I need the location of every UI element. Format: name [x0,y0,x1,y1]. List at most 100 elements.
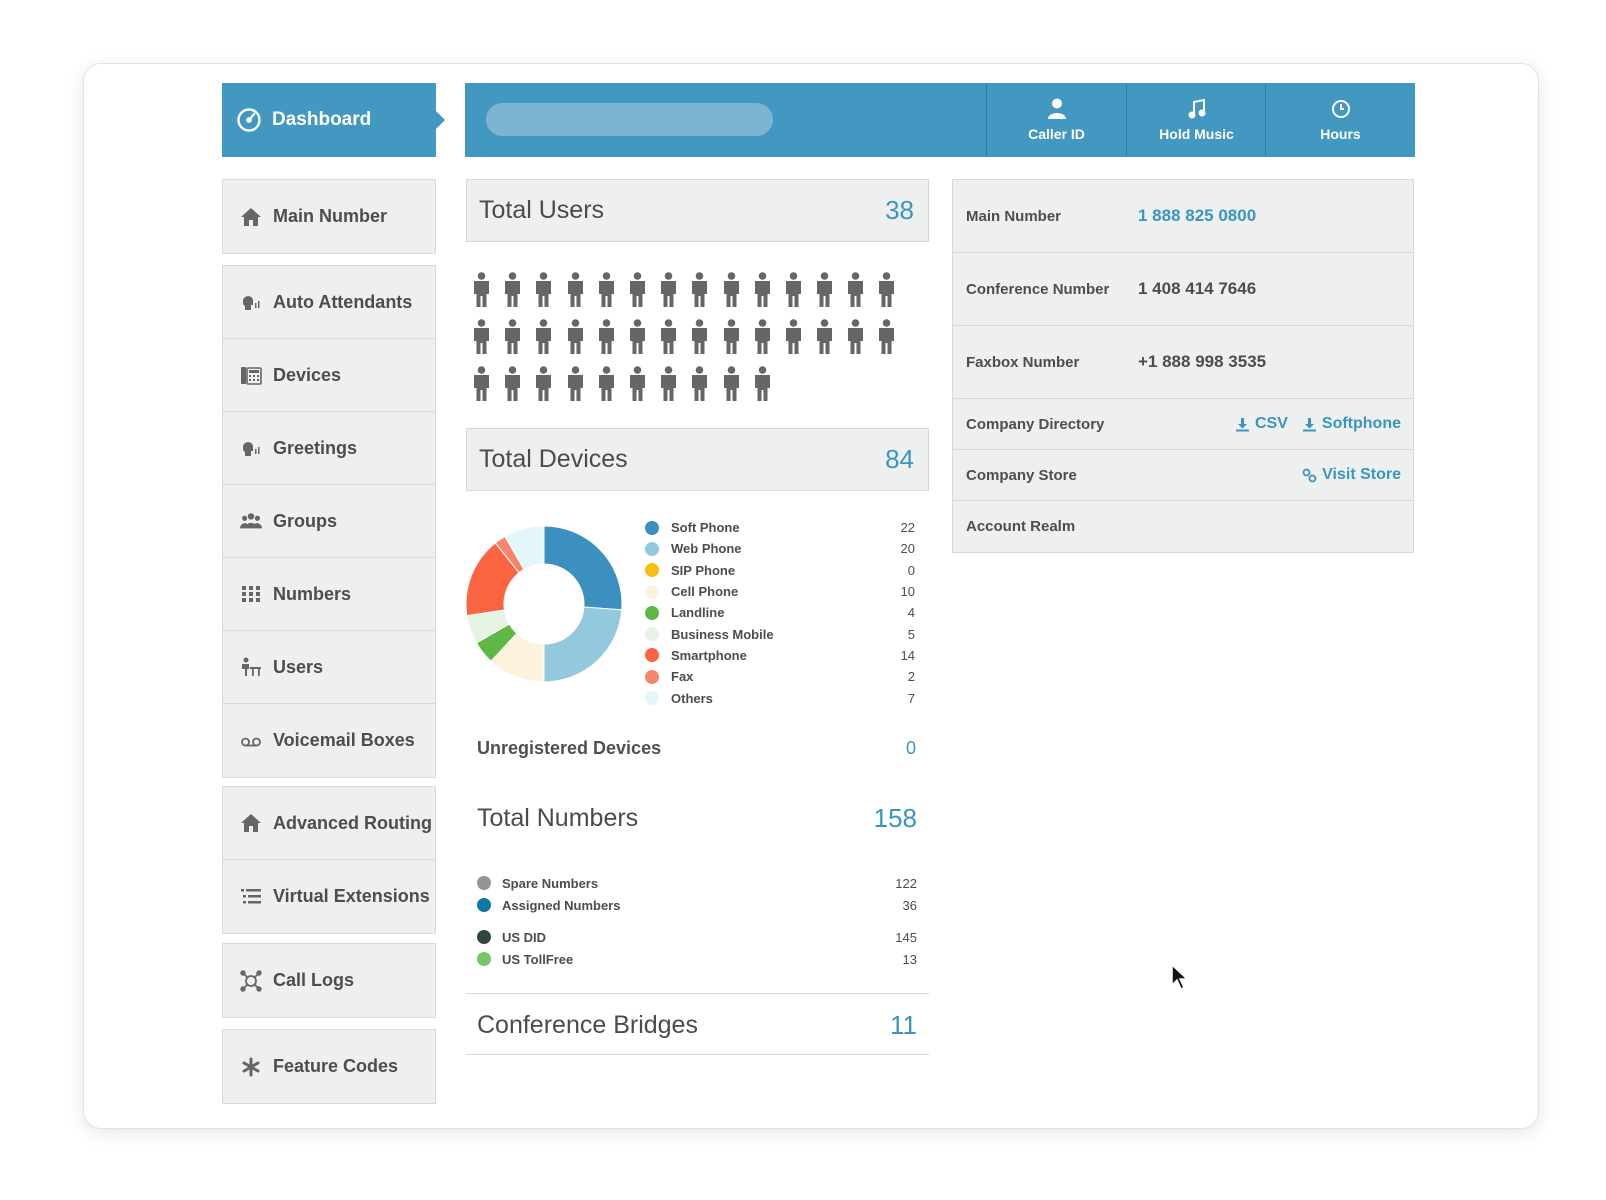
sidebar-item-call-logs[interactable]: Call Logs [223,944,435,1017]
sidebar-item-label: Call Logs [273,970,355,990]
user-figure-icon [876,319,897,366]
sidebar-item-label: Users [273,656,324,677]
user-figure-icon [689,272,710,319]
home-icon [239,205,263,229]
user-figure-icon [783,272,804,319]
sidebar-item-groups[interactable]: Groups [223,485,435,558]
legend-value: 20 [900,541,915,557]
sidebar-item-voicemail-boxes[interactable]: Voicemail Boxes [223,704,435,777]
visit-store-link[interactable]: Visit Store [1302,466,1401,484]
user-figure-icon [627,366,648,413]
legend-value: 0 [907,562,915,578]
user-figure-icon [658,319,679,366]
sidebar-item-dashboard[interactable]: Dashboard [222,83,445,157]
sidebar-item-devices[interactable]: Devices [223,339,435,412]
total-devices-header: Total Devices 84 [466,428,929,491]
download-csv-link[interactable]: CSV [1235,415,1288,433]
user-figure-icon [471,272,492,319]
list-value: 122 [895,875,917,891]
legend-item: Business Mobile 5 [645,623,915,644]
user-figure-icon [627,319,648,366]
user-figure-icon [721,366,742,413]
legend-swatch [645,584,659,599]
list-swatch [477,930,491,944]
voicemail-icon [239,729,263,753]
legend-value: 5 [907,626,915,642]
user-figure-icon [752,272,773,319]
phone-device-icon [239,363,263,387]
sidebar-item-auto-attendants[interactable]: Auto Attendants [223,266,435,339]
legend-label: Fax [671,669,694,685]
main-number-link[interactable]: 1 888 825 0800 [1138,206,1257,225]
legend-swatch [645,541,659,556]
user-figure-icon [533,319,554,366]
user-figure-icon [565,366,586,413]
company-directory-row: Company Directory CSV Softphone [953,399,1413,450]
legend-swatch [645,691,659,706]
download-softphone-link[interactable]: Softphone [1302,415,1401,433]
total-devices-title: Total Devices [479,445,628,473]
user-figure-icon [502,366,523,413]
list-label: Spare Numbers [502,875,599,891]
caller-id-button[interactable]: Caller ID [986,83,1126,157]
user-figure-icon [658,366,679,413]
user-figure-icon [845,272,866,319]
donut-slice-others [504,525,545,571]
list-swatch [477,876,491,890]
hold-music-button[interactable]: Hold Music [1126,83,1266,157]
user-figure-icon [721,272,742,319]
user-figure-icon [596,366,617,413]
user-figure-icon [783,319,804,366]
numbers-usage-list: Spare Numbers 122 Assigned Numbers 36 [477,872,917,916]
hold-music-label: Hold Music [1159,126,1234,142]
account-realm-row: Account Realm [953,501,1413,552]
sidebar-item-users[interactable]: Users [223,631,435,704]
sidebar-item-virtual-extensions[interactable]: Virtual Extensions [223,860,435,933]
visit-store-label: Visit Store [1322,466,1401,483]
list-label: US DID [502,929,547,945]
conference-number-value: 1 408 414 7646 [1138,279,1257,298]
sidebar-item-greetings[interactable]: Greetings [223,412,435,485]
sidebar-group: Main Number [222,179,436,254]
sidebar-item-label: Greetings [273,437,358,458]
total-numbers-count: 158 [873,803,917,833]
user-figure-icon [565,272,586,319]
sidebar-item-label: Advanced Routing [273,812,433,833]
list-item: US TollFree 13 [477,948,917,970]
legend-swatch [645,605,659,620]
list-value: 13 [902,951,917,967]
sidebar-group: Advanced Routing Virtual Extensions [222,786,436,934]
legend-item: Web Phone 20 [645,538,915,559]
sidebar-item-numbers[interactable]: Numbers [223,558,435,631]
legend-label: SIP Phone [671,562,736,578]
search-input[interactable] [486,103,773,136]
list-item: Assigned Numbers 36 [477,894,917,916]
user-figure-icon [533,366,554,413]
unregistered-devices-value: 0 [905,738,916,758]
user-figure-icon [845,319,866,366]
sidebar-item-feature-codes[interactable]: Feature Codes [223,1030,435,1103]
speaker-head-icon [239,290,263,314]
total-numbers-title: Total Numbers [477,804,639,832]
conference-number-label: Conference Number [966,280,1110,298]
sidebar-group: Feature Codes [222,1029,436,1104]
hours-label: Hours [1320,126,1361,142]
user-figure-icon [502,272,523,319]
main-number-row: Main Number 1 888 825 0800 [953,180,1413,253]
user-figure-icon [471,319,492,366]
divider [466,993,929,994]
hours-button[interactable]: Hours [1265,83,1415,157]
sidebar-item-main-number[interactable]: Main Number [223,180,435,253]
legend-swatch [645,648,659,663]
sidebar-group: Auto Attendants Devices Greetings Groups Num… [222,265,436,778]
user-figure-icon [752,319,773,366]
sidebar-item-advanced-routing[interactable]: Advanced Routing [223,787,435,860]
legend-item: Cell Phone 10 [645,581,915,602]
link-icon [1302,468,1317,482]
sidebar-item-label: Devices [273,364,342,385]
company-directory-label: Company Directory [966,415,1105,433]
legend-value: 7 [907,690,915,706]
list-swatch [477,898,491,912]
legend-label: Web Phone [671,541,742,557]
sidebar-group: Call Logs [222,943,436,1018]
